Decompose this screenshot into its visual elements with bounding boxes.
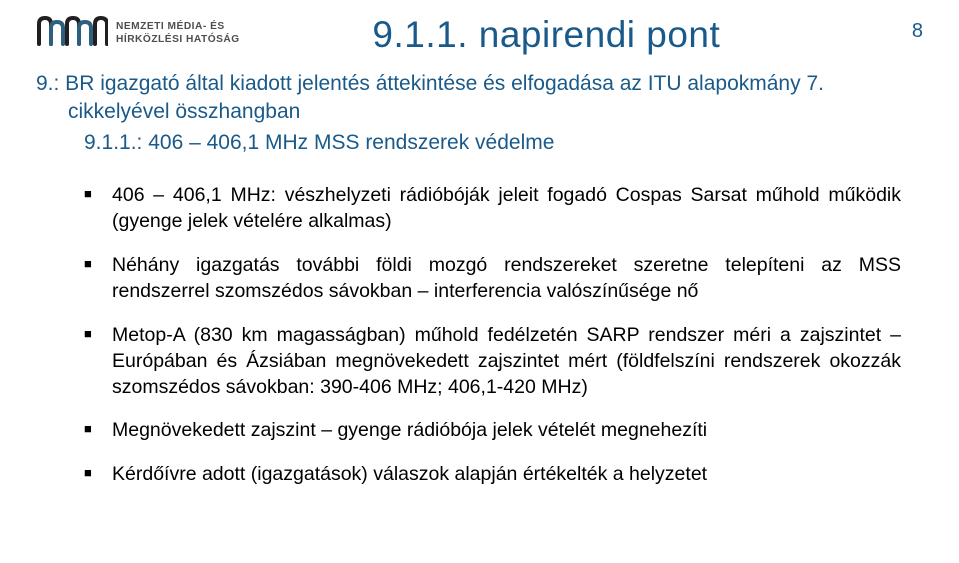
list-item: Megnövekedett zajszint – gyenge rádióbój… xyxy=(112,418,901,444)
list-item: 406 – 406,1 MHz: vészhelyzeti rádióbóják… xyxy=(112,183,901,235)
slide-title: 9.1.1. napirendi pont xyxy=(200,14,893,56)
list-item: Kérdőívre adott (igazgatások) válaszok a… xyxy=(112,462,901,488)
bullet-list: 406 – 406,1 MHz: vészhelyzeti rádióbóják… xyxy=(36,183,923,488)
list-item: Metop-A (830 km magasságban) műhold fedé… xyxy=(112,323,901,401)
list-item: Néhány igazgatás további földi mozgó ren… xyxy=(112,253,901,305)
intro-subline: 9.1.1.: 406 – 406,1 MHz MSS rendszerek v… xyxy=(36,129,923,157)
title-wrap: 9.1.1. napirendi pont xyxy=(200,14,893,56)
slide-page: NEMZETI MÉDIA- ÉS HÍRKÖZLÉSI HATÓSÁG 9.1… xyxy=(0,0,959,488)
intro-line-b: cikkelyével összhangban xyxy=(36,98,923,126)
nmhh-logo-icon xyxy=(36,14,108,53)
intro-line-a: 9.: BR igazgató által kiadott jelentés á… xyxy=(36,70,923,98)
page-number: 8 xyxy=(893,14,923,43)
intro-block: 9.: BR igazgató által kiadott jelentés á… xyxy=(36,70,923,157)
header-row: NEMZETI MÉDIA- ÉS HÍRKÖZLÉSI HATÓSÁG 9.1… xyxy=(36,14,923,56)
